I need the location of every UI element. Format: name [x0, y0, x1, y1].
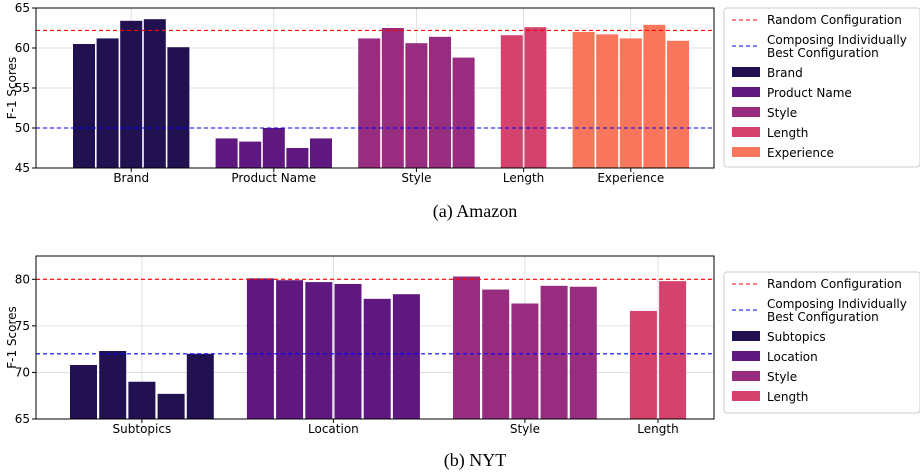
legend-label-product-name: Product Name: [767, 86, 852, 100]
legend: Random Configuration Composing Individual…: [723, 271, 920, 414]
bar-brand-2: [96, 38, 119, 169]
legend-label-composing-individually-best-configuration: Composing Individually Best Configuration: [767, 297, 907, 324]
legend-label-style: Style: [767, 370, 797, 384]
legend-swatch-style: [732, 107, 760, 117]
y-tick-label: 55: [15, 81, 30, 95]
bar-subtopics-3: [128, 381, 156, 419]
bar-length-1: [629, 310, 657, 419]
bar-location-6: [392, 294, 420, 419]
bar-brand-1: [73, 44, 95, 168]
x-tick-label: Experience: [597, 171, 664, 185]
legend-swatch-experience: [732, 147, 760, 157]
chart-nyt: 65 70 75 80 Subtopics Location Style Length F-1 …: [5, 255, 920, 471]
legend-swatch-brand: [732, 67, 760, 77]
y-tick-label: 75: [15, 319, 30, 333]
bar-style-5: [569, 286, 597, 419]
y-axis-label: F-1 Scores: [5, 57, 19, 120]
bar-style-1: [453, 276, 480, 419]
legend-swatch-length: [732, 391, 760, 401]
bar-subtopics-1: [70, 364, 97, 419]
x-tick-label: Product Name: [231, 171, 316, 185]
bar-product-name-4: [286, 148, 309, 168]
legend-label-random-configuration: Random Configuration: [767, 277, 902, 291]
bar-style-4: [540, 285, 568, 419]
legend: Random Configuration Composing Individual…: [723, 7, 920, 168]
figure-caption: (a) Amazon: [433, 201, 517, 222]
bar-style-5: [452, 57, 475, 168]
bar-location-3: [305, 282, 333, 419]
bar-style-1: [358, 38, 381, 169]
y-tick-label: 70: [15, 365, 30, 379]
bar-experience-2: [596, 34, 619, 169]
bar-subtopics-4: [157, 393, 185, 419]
legend-swatch-location: [732, 351, 760, 361]
x-tick-label: Subtopics: [113, 422, 172, 436]
y-tick-label: 50: [15, 121, 30, 135]
bar-length-2: [524, 27, 547, 169]
x-tick-label: Length: [503, 171, 544, 185]
bar-experience-4: [643, 24, 666, 168]
legend-label-random-configuration: Random Configuration: [767, 13, 902, 27]
figure-caption: (b) NYT: [444, 450, 506, 471]
y-tick-label: 80: [15, 272, 30, 286]
legend-label-line: Composing Individually: [767, 297, 907, 311]
bar-experience-1: [572, 32, 595, 168]
legend-label-length: Length: [767, 390, 808, 404]
legend-swatch-length: [732, 127, 760, 137]
y-tick-label: 45: [15, 161, 30, 175]
bar-brand-3: [120, 20, 143, 168]
legend-label-style: Style: [767, 106, 797, 120]
bar-experience-5: [667, 40, 689, 168]
bar-product-name-3: [262, 128, 285, 168]
y-axis-label: F-1 Scores: [5, 306, 19, 369]
y-tick-label: 60: [15, 41, 30, 55]
legend-label-brand: Brand: [767, 66, 803, 80]
legend-label-composing-individually-best-configuration: Composing Individually Best Configuration: [767, 33, 907, 60]
y-tick-label: 65: [15, 1, 30, 15]
bar-experience-3: [619, 38, 642, 169]
bar-location-2: [276, 280, 304, 419]
legend-label-line: Composing Individually: [767, 33, 907, 47]
legend-label-length: Length: [767, 126, 808, 140]
legend-box: [723, 271, 920, 414]
x-tick-label: Style: [401, 171, 431, 185]
bar-style-3: [405, 43, 428, 169]
legend-swatch-style: [732, 371, 760, 381]
y-tick-label: 65: [15, 412, 30, 426]
bar-location-5: [363, 298, 391, 419]
bar-product-name-1: [215, 138, 238, 168]
legend-swatch-product-name: [732, 87, 760, 97]
legend-label-location: Location: [767, 350, 818, 364]
x-tick-label: Style: [510, 422, 540, 436]
x-tick-label: Brand: [113, 171, 149, 185]
bar-location-4: [334, 283, 362, 419]
bar-subtopics-2: [99, 351, 127, 419]
legend-label-subtopics: Subtopics: [767, 330, 826, 344]
bar-location-1: [246, 278, 274, 419]
legend-box: [723, 7, 920, 168]
bar-style-4: [429, 36, 451, 168]
bar-brand-4: [143, 19, 166, 169]
bar-brand-5: [167, 47, 190, 169]
legend-swatch-subtopics: [732, 331, 760, 341]
legend-label-line: Best Configuration: [767, 46, 879, 60]
bar-product-name-2: [239, 141, 262, 168]
bar-style-3: [511, 303, 539, 419]
bar-length-2: [659, 281, 687, 419]
legend-label-experience: Experience: [767, 146, 834, 160]
bar-product-name-5: [310, 138, 332, 168]
plot-frame: [35, 255, 715, 420]
x-tick-label: Location: [308, 422, 359, 436]
bar-style-2: [381, 28, 404, 168]
legend-label-line: Best Configuration: [767, 310, 879, 324]
x-tick-label: Length: [637, 422, 678, 436]
bar-subtopics-5: [186, 353, 214, 419]
bar-length-1: [500, 35, 523, 169]
chart-amazon: 45 50 55 60 65 Brand Product Name Style Length Ex…: [5, 1, 920, 222]
